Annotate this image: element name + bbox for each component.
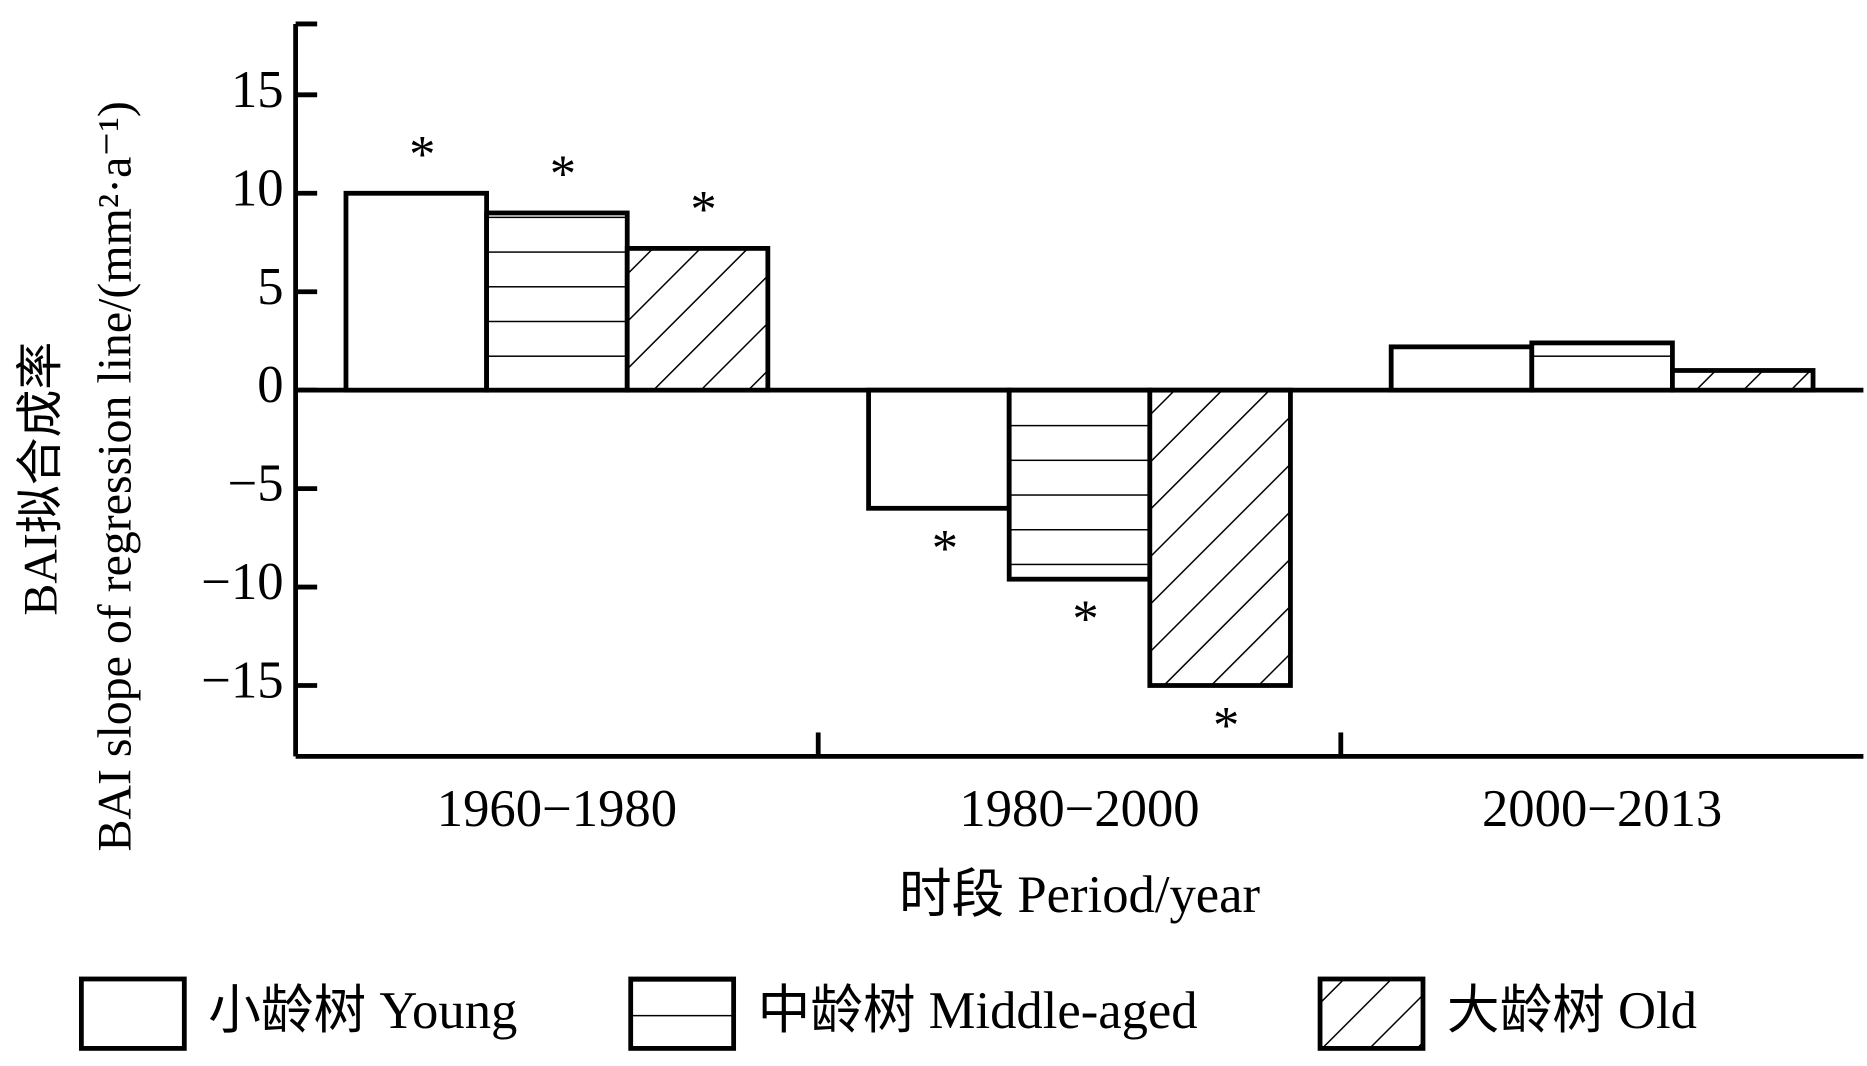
bar <box>1670 368 1816 393</box>
legend-swatch <box>78 976 187 1051</box>
bar <box>484 210 630 393</box>
bar <box>866 387 1012 511</box>
x-tick-label: 1960−1980 <box>437 780 677 838</box>
y-tick-label: 0 <box>257 356 283 414</box>
y-tick-label: −5 <box>228 455 284 513</box>
significance-mark: * <box>690 181 716 239</box>
y-tick-label: −15 <box>201 652 283 710</box>
significance-mark: * <box>1072 591 1098 649</box>
y-tick-label: 15 <box>231 61 284 119</box>
legend-swatch <box>1317 976 1426 1051</box>
y-title-cn: BAI拟合成率 <box>14 342 67 616</box>
y-tick-label: −10 <box>201 553 283 611</box>
legend-label: 小龄树 Young <box>208 982 517 1040</box>
significance-mark: * <box>550 146 576 204</box>
legend-label: 大龄树 Old <box>1447 982 1697 1040</box>
legend-label: 中龄树 Middle-aged <box>758 982 1198 1040</box>
x-tick-label: 1980−2000 <box>959 780 1199 838</box>
bar <box>624 246 771 393</box>
significance-mark: * <box>932 520 958 578</box>
bar <box>343 190 489 393</box>
bar <box>1529 340 1675 393</box>
significance-mark: * <box>409 126 435 184</box>
bar <box>1388 344 1535 393</box>
significance-mark: * <box>1213 697 1239 755</box>
bar <box>1006 387 1153 582</box>
bar <box>1147 387 1293 688</box>
y-title: BAI slope of regression line/(mm²·a⁻¹) <box>89 101 142 851</box>
x-tick-label: 2000−2013 <box>1482 780 1722 838</box>
y-tick-label: 5 <box>257 258 283 316</box>
x-title: 时段 Period/year <box>899 866 1261 924</box>
legend-swatch <box>628 976 737 1051</box>
y-tick-label: 10 <box>231 159 284 217</box>
